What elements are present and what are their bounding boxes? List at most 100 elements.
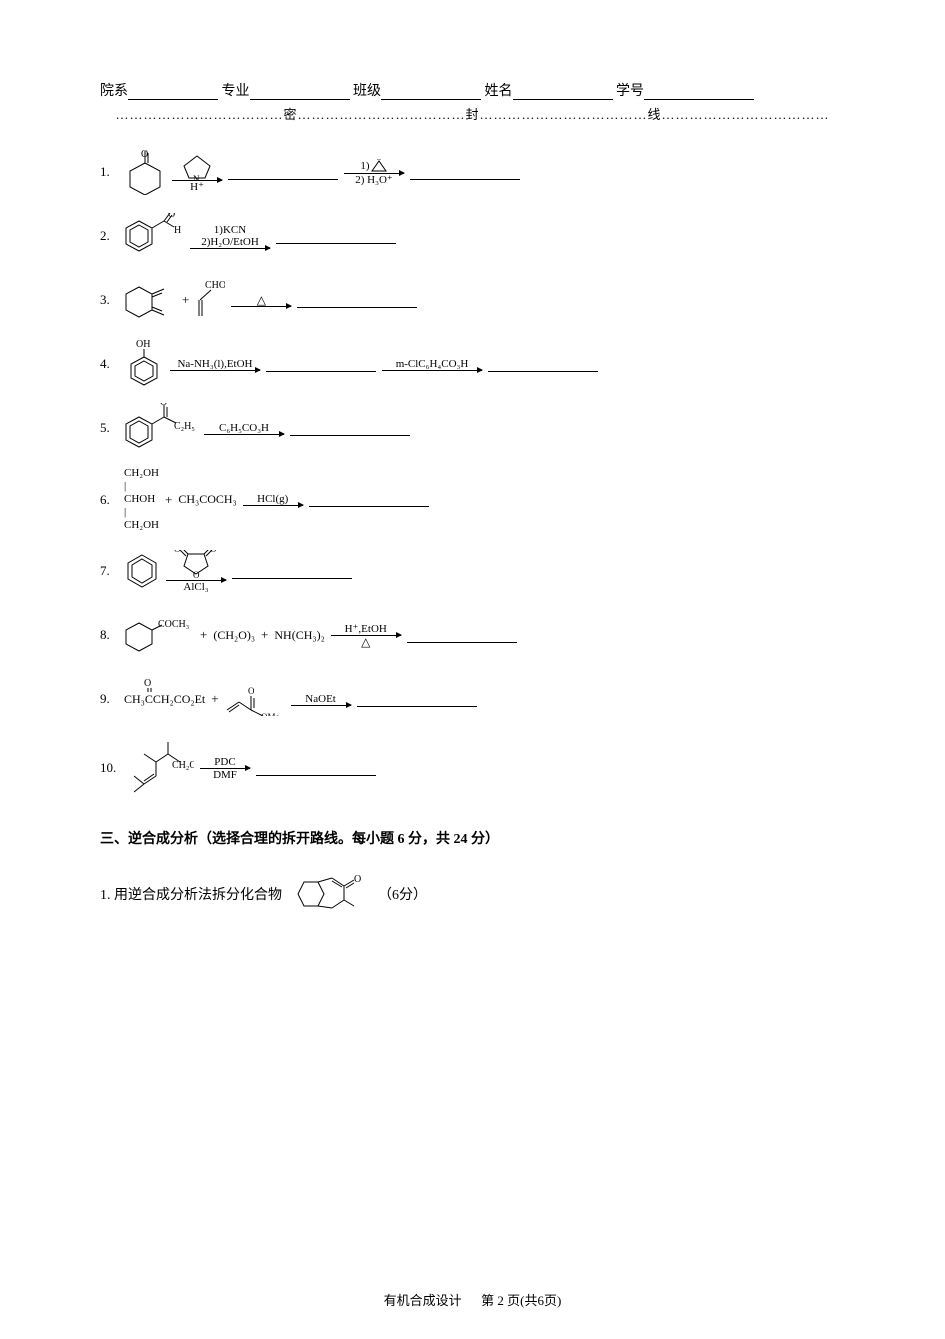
course-name: 有机合成设计	[384, 1293, 462, 1308]
svg-text:O: O	[193, 570, 200, 580]
answer-blank[interactable]	[266, 357, 376, 372]
acetone-text: CH₃COCH₃	[178, 492, 236, 507]
problem-number: 3.	[100, 292, 124, 308]
arrow-4b: m-ClC₆H₄CO₃H	[382, 358, 482, 371]
problem-number: 1.	[100, 164, 124, 180]
svg-text:O: O	[160, 403, 167, 408]
problem-number: 5.	[100, 420, 124, 436]
problem-6: 6. CH₂OH | CHOH | CH₂OH + CH₃COCH₃ HCl(g…	[100, 467, 845, 532]
svg-text:O: O	[248, 686, 255, 696]
arrow-10: PDC DMF	[200, 756, 250, 781]
dept-label: 院系	[100, 84, 128, 99]
name-label: 姓名	[485, 84, 513, 99]
propiophenone-icon: O C₂H₅	[124, 403, 198, 453]
arrow-6: HCl(g)	[243, 493, 303, 506]
phenol-icon: OH	[124, 339, 164, 389]
answer-blank[interactable]	[276, 229, 396, 244]
answer-blank[interactable]	[488, 357, 598, 372]
arrow-8: H⁺,EtOH △	[331, 623, 401, 648]
header-fields: 院系 专业 班级 姓名 学号	[100, 80, 845, 100]
epoxide-icon: O	[370, 159, 388, 173]
svg-text:OMe: OMe	[261, 712, 280, 716]
answer-blank[interactable]	[256, 761, 376, 776]
bicyclic-ketone-icon: O	[290, 872, 370, 916]
problem-1: 1. O N H H⁺ 1) O 2) H₃O⁺	[100, 147, 845, 197]
svg-text:H: H	[174, 225, 181, 236]
problem-5: 5. O C₂H₅ C₆H₅CO₃H	[100, 403, 845, 453]
methyl-acrylate-icon: O OMe	[225, 682, 285, 716]
problem-number: 8.	[100, 627, 124, 643]
benzene-icon	[124, 551, 160, 591]
terpene-alcohol-icon: CH₂OH	[124, 738, 194, 798]
arrow-5: C₆H₅CO₃H	[204, 422, 284, 435]
diene-cyclohexane-icon	[124, 277, 176, 323]
answer-blank[interactable]	[357, 692, 477, 707]
answer-blank[interactable]	[410, 165, 520, 180]
svg-text:COCH₃: COCH₃	[158, 619, 189, 630]
pyrrolidine-icon: N H	[180, 152, 214, 180]
problem-4: 4. OH Na-NH₃(l),EtOH m-ClC₆H₄CO₃H	[100, 339, 845, 389]
page-footer: 有机合成设计 第 2 页(共6页)	[0, 1290, 945, 1309]
answer-blank[interactable]	[290, 421, 410, 436]
major-label: 专业	[222, 84, 250, 99]
arrow-7: O O O AlCl₃	[166, 550, 226, 593]
major-blank[interactable]	[250, 85, 350, 100]
acetoacetate-text: O CH₃CCH₂CO₂Et	[124, 692, 205, 707]
plus-sign: +	[182, 292, 189, 308]
problem-3: 3. + CHO △	[100, 275, 845, 325]
cyclohexanone-icon: O	[124, 149, 166, 195]
arrow-4a: Na-NH₃(l),EtOH	[170, 358, 260, 371]
answer-blank[interactable]	[228, 165, 338, 180]
problem-2: 2. O H 1)KCN 2)H₂O/EtOH	[100, 211, 845, 261]
acrolein-icon: CHO	[195, 280, 225, 320]
arrow-3: △	[231, 294, 291, 307]
plus-sign: +	[200, 627, 207, 643]
answer-blank[interactable]	[297, 293, 417, 308]
svg-text:C₂H₅: C₂H₅	[174, 421, 195, 432]
id-blank[interactable]	[644, 85, 754, 100]
answer-blank[interactable]	[232, 564, 352, 579]
glycerol-text: CH₂OH | CHOH | CH₂OH	[124, 467, 159, 532]
svg-text:O: O	[376, 159, 382, 162]
arrow-9: NaOEt	[291, 693, 351, 706]
problem-number: 9.	[100, 691, 124, 707]
carbonyl-icon: O	[144, 678, 160, 692]
arrow-1a: N H H⁺	[172, 152, 222, 193]
problem-number: 7.	[100, 563, 124, 579]
acetophenone-icon: COCH₃	[124, 617, 194, 653]
section-3-title: 三、逆合成分析（选择合理的拆开路线。每小题 6 分，共 24 分）	[100, 828, 845, 848]
dept-blank[interactable]	[128, 85, 218, 100]
problem-number: 6.	[100, 492, 124, 508]
svg-text:OH: OH	[136, 339, 150, 350]
page-number: 第 2 页(共6页)	[481, 1293, 561, 1308]
problem-number: 4.	[100, 356, 124, 372]
svg-text:O: O	[141, 149, 148, 160]
problem-number: 10.	[100, 760, 124, 776]
benzaldehyde-icon: O H	[124, 213, 184, 259]
class-blank[interactable]	[381, 85, 481, 100]
svg-text:O: O	[144, 678, 151, 689]
answer-blank[interactable]	[407, 628, 517, 643]
name-blank[interactable]	[513, 85, 613, 100]
svg-text:O: O	[210, 550, 217, 554]
dimethylamine-text: NH(CH₃)₂	[274, 628, 324, 643]
sealed-line: ………………………………密………………………………封………………………………线……	[100, 104, 845, 123]
q1-prefix: 1. 用逆合成分析法拆分化合物	[100, 884, 282, 904]
answer-blank[interactable]	[309, 492, 429, 507]
svg-text:O: O	[174, 550, 181, 554]
page-container: 院系 专业 班级 姓名 学号 ………………………………密…………………………………	[0, 0, 945, 1339]
plus-sign: +	[211, 691, 218, 707]
plus-sign: +	[261, 627, 268, 643]
problem-9: 9. O CH₃CCH₂CO₂Et + O OMe NaOEt	[100, 674, 845, 724]
class-label: 班级	[353, 84, 381, 99]
arrow-2: 1)KCN 2)H₂O/EtOH	[190, 224, 270, 249]
plus-sign: +	[165, 492, 172, 508]
q1-suffix: （6分）	[378, 884, 427, 904]
problem-8: 8. COCH₃ + (CH₂O)₃ + NH(CH₃)₂ H⁺,EtOH △	[100, 610, 845, 660]
arrow-1b: 1) O 2) H₃O⁺	[344, 159, 404, 186]
problem-number: 2.	[100, 228, 124, 244]
svg-text:CHO: CHO	[205, 280, 225, 291]
paraformaldehyde-text: (CH₂O)₃	[213, 628, 255, 643]
svg-text:O: O	[354, 874, 361, 885]
id-label: 学号	[616, 84, 644, 99]
